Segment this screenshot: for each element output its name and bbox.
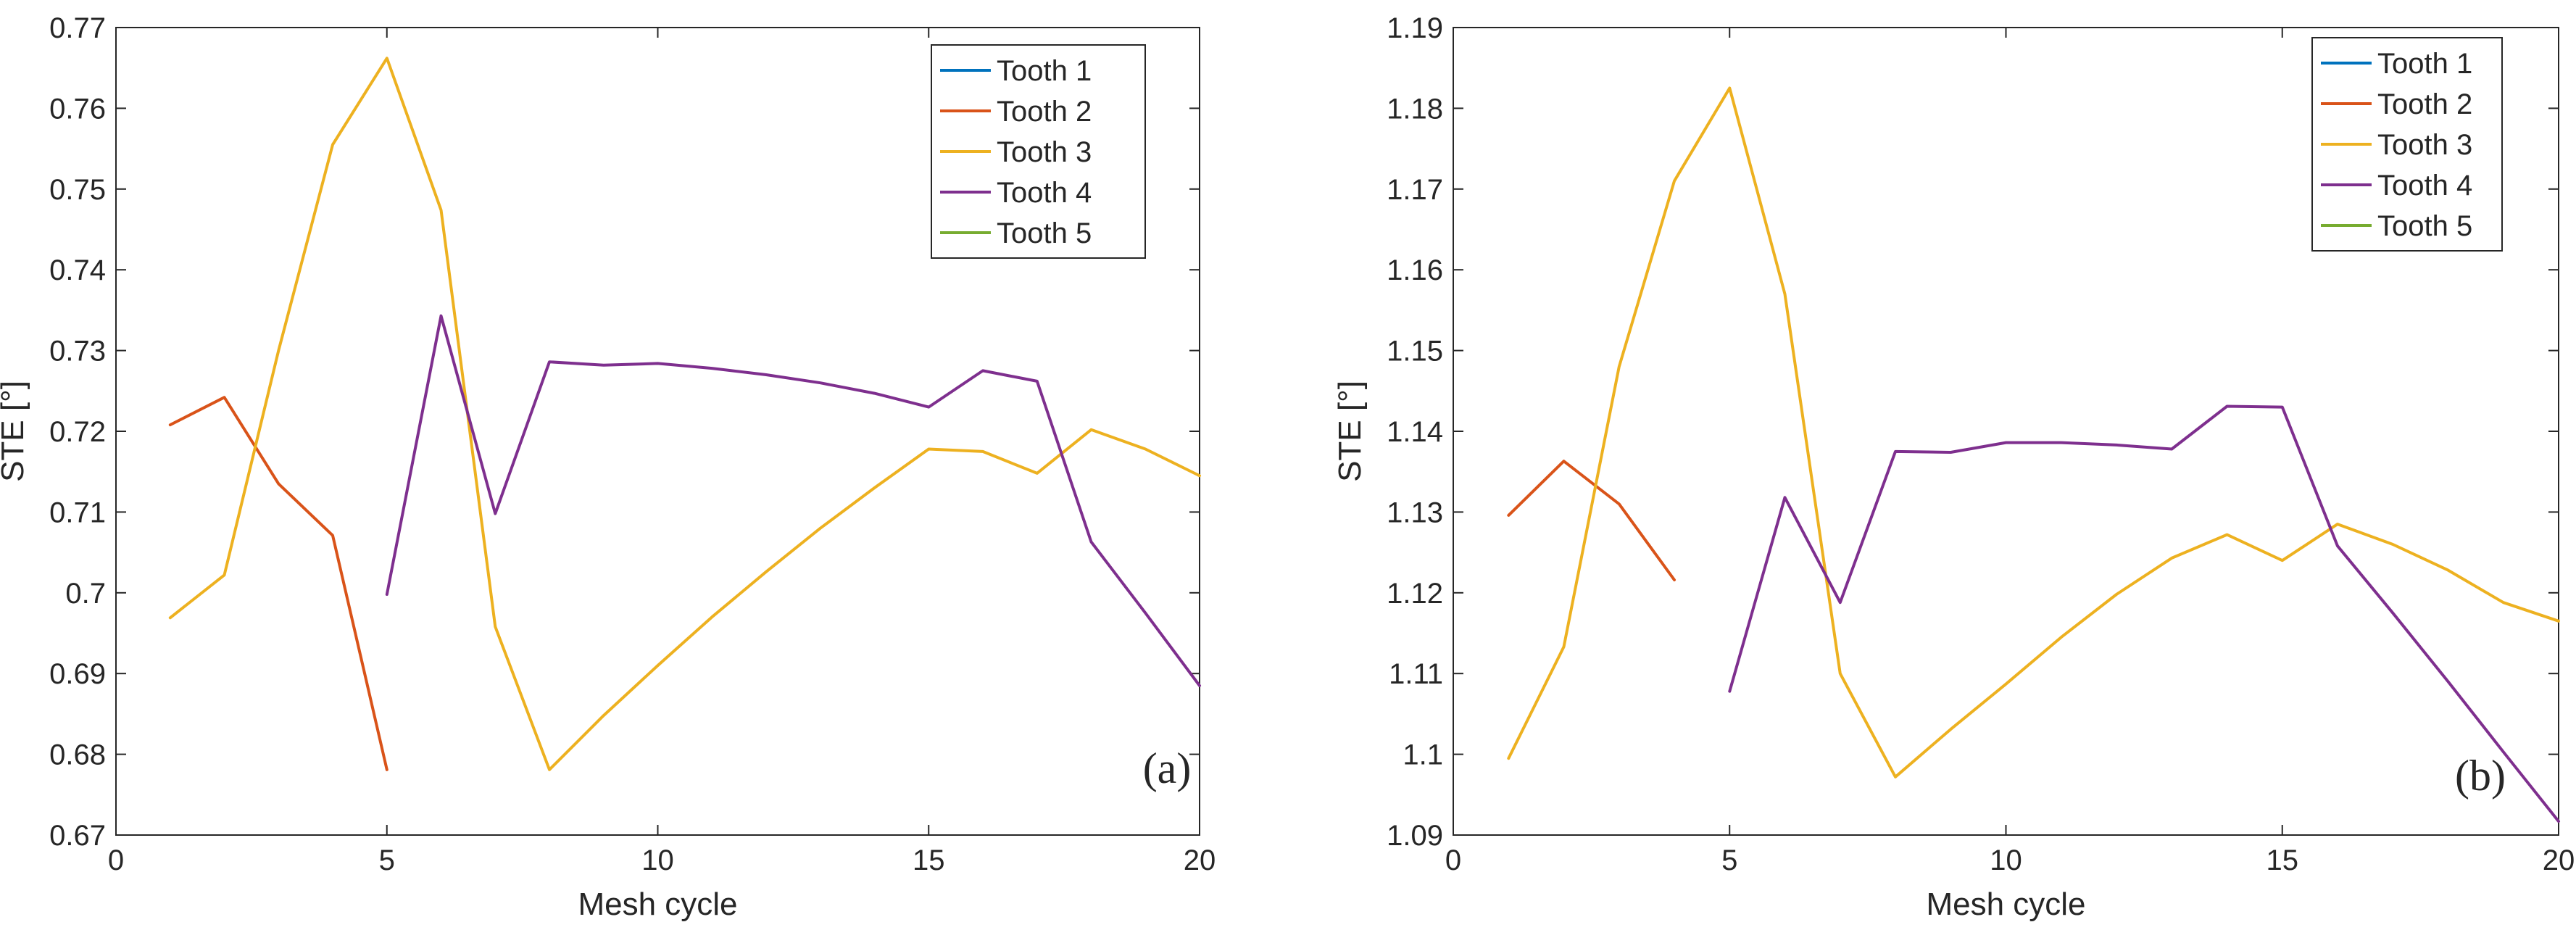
series-line-tooth-2: [1507, 460, 1676, 581]
x-tick-label: 20: [2543, 844, 2575, 876]
panel-label: (b): [2455, 752, 2506, 800]
y-tick-label: 1.15: [1387, 336, 1443, 368]
y-tick-label: 0.73: [49, 336, 106, 368]
legend-label-tooth-3: Tooth 3: [2377, 129, 2472, 161]
y-tick-label: 0.74: [49, 254, 106, 286]
series-line-tooth-4: [385, 314, 1201, 687]
y-tick-label: 0.71: [49, 497, 106, 528]
y-tick-label: 1.1: [1403, 739, 1443, 771]
legend-label-tooth-4: Tooth 4: [997, 177, 1092, 209]
legend: Tooth 1 Tooth 2 Tooth 3 Tooth 4 Tooth 5: [2311, 37, 2503, 252]
y-tick-label: 1.14: [1387, 416, 1443, 448]
series-line-tooth-2: [168, 396, 389, 771]
panel-label: (a): [1143, 744, 1192, 792]
series-line-tooth-3: [168, 57, 1201, 771]
x-tick-label: 10: [641, 844, 674, 876]
x-tick-label: 20: [1184, 844, 1216, 876]
legend-label-tooth-2: Tooth 2: [997, 96, 1092, 128]
y-tick-label: 1.16: [1387, 254, 1443, 286]
legend-label-tooth-1: Tooth 1: [2377, 48, 2472, 80]
y-tick-label: 0.72: [49, 416, 106, 448]
y-axis-label: STE [°]: [1332, 381, 1368, 482]
x-axis-label: Mesh cycle: [1926, 887, 2085, 922]
legend-label-tooth-2: Tooth 2: [2377, 88, 2472, 120]
y-tick-label: 0.67: [49, 820, 106, 852]
y-tick-label: 1.11: [1389, 658, 1443, 690]
chart-panel-a: 0 5 10 15 20 0.67 0.68 0.69 0.7 0.71 0.72 0.73 0.74 0…: [0, 12, 1216, 922]
legend-label-tooth-5: Tooth 5: [997, 217, 1092, 249]
y-axis-label: STE [°]: [0, 381, 30, 482]
x-tick-label: 0: [1445, 844, 1461, 876]
y-tick-label: 1.13: [1387, 497, 1443, 528]
x-tick-label: 5: [1721, 844, 1737, 876]
y-tick-label: 1.17: [1387, 174, 1443, 206]
legend-label-tooth-5: Tooth 5: [2377, 210, 2472, 242]
y-tick-label: 0.75: [49, 174, 106, 206]
chart-panel-b: 0 5 10 15 20 1.09 1.1 1.11 1.12 1.13 1.14 1.15 1.16 1…: [1332, 12, 2575, 922]
y-tick-label: 1.12: [1387, 578, 1443, 610]
series-line-tooth-4: [1728, 404, 2560, 823]
legend-label-tooth-1: Tooth 1: [997, 55, 1092, 87]
x-tick-label: 15: [2267, 844, 2299, 876]
y-tick-label: 0.68: [49, 739, 106, 771]
legend-label-tooth-3: Tooth 3: [997, 136, 1092, 168]
x-tick-label: 15: [913, 844, 945, 876]
y-tick-label: 1.19: [1387, 12, 1443, 44]
y-tick-label: 0.7: [65, 578, 106, 610]
series-line-tooth-3: [1507, 86, 2560, 779]
x-tick-label: 0: [108, 844, 124, 876]
x-axis-label: Mesh cycle: [578, 887, 737, 922]
y-tick-label: 0.77: [49, 12, 106, 44]
y-tick-label: 0.69: [49, 658, 106, 690]
x-tick-label: 5: [379, 844, 395, 876]
y-tick-label: 1.18: [1387, 93, 1443, 125]
y-tick-label: 1.09: [1387, 820, 1443, 852]
legend-label-tooth-4: Tooth 4: [2377, 170, 2472, 202]
legend: Tooth 1 Tooth 2 Tooth 3 Tooth 4 Tooth 5: [931, 44, 1146, 259]
x-tick-label: 10: [1990, 844, 2022, 876]
y-tick-label: 0.76: [49, 93, 106, 125]
